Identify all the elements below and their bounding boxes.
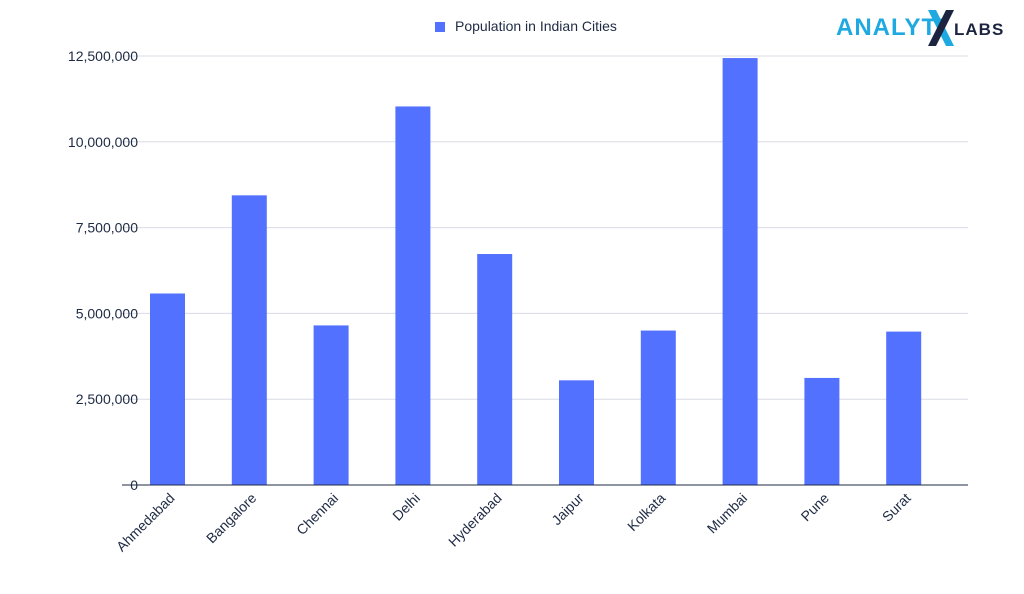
bar-chennai <box>313 325 349 485</box>
legend-swatch <box>435 22 445 32</box>
bar-pune <box>804 377 840 485</box>
y-tick-label: 10,000,000 <box>68 134 138 150</box>
x-tick-label-chennai: Chennai <box>293 490 341 538</box>
bar-hyderabad <box>477 254 513 485</box>
y-tick-label: 7,500,000 <box>76 220 138 236</box>
bar-kolkata <box>640 330 676 485</box>
logo-text-labs: LABS <box>954 20 1005 39</box>
x-tick-label-mumbai: Mumbai <box>704 490 751 537</box>
x-tick-label-delhi: Delhi <box>389 490 423 524</box>
bar-surat <box>886 331 922 485</box>
y-tick-label: 5,000,000 <box>76 305 138 321</box>
x-tick-label-jaipur: Jaipur <box>548 490 587 529</box>
bars <box>150 58 922 485</box>
bar-bangalore <box>231 195 267 485</box>
y-tick-label: 2,500,000 <box>76 391 138 407</box>
x-tick-label-bangalore: Bangalore <box>203 490 260 547</box>
x-tick-label-kolkata: Kolkata <box>624 490 668 534</box>
logo-text-analyti: ANALYTI <box>836 14 945 41</box>
x-tick-label-hyderabad: Hyderabad <box>445 490 505 550</box>
bar-jaipur <box>559 380 594 485</box>
bar-mumbai <box>722 58 758 485</box>
x-axis-tick-labels: Ahmedabad Bangalore Chennai Delhi Hyderabad J… <box>113 490 914 555</box>
y-tick-label: 12,500,000 <box>68 48 138 64</box>
x-tick-label-surat: Surat <box>879 490 914 525</box>
bar-delhi <box>395 106 431 485</box>
bar-ahmedabad <box>150 293 185 485</box>
legend-label: Population in Indian Cities <box>455 18 617 34</box>
analytixlabs-logo: ANALYTI LABS <box>836 8 1008 48</box>
x-tick-label-ahmedabad: Ahmedabad <box>113 490 178 555</box>
logo-x-icon <box>928 10 954 46</box>
legend: Population in Indian Cities <box>435 18 617 34</box>
x-tick-label-pune: Pune <box>798 490 833 525</box>
y-axis-tick-labels: 02,500,0005,000,0007,500,00010,000,00012… <box>68 48 138 493</box>
